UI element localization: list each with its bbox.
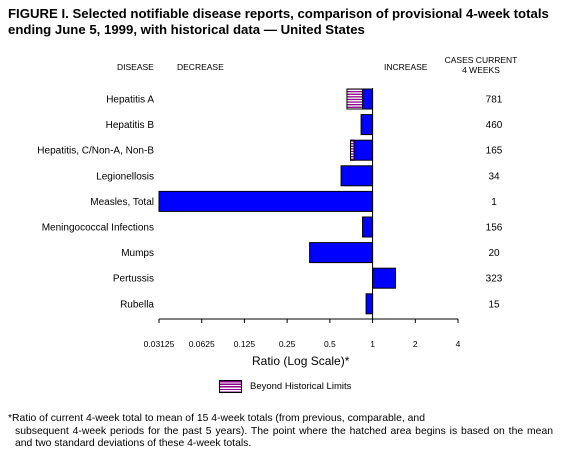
legend: Beyond Historical Limits <box>219 379 351 393</box>
bar-meningococcal-infections <box>362 216 374 238</box>
category-label: Hepatitis A <box>106 95 154 106</box>
category-label: Measles, Total <box>90 197 154 208</box>
legend-hatch-swatch <box>219 379 242 393</box>
hatch-hepatitis-a <box>346 88 364 110</box>
x-tick-label: 0.125 <box>234 339 256 349</box>
footnote: *Ratio of current 4-week total to mean o… <box>8 413 553 451</box>
case-count: 156 <box>486 223 503 234</box>
footnote-line2: subsequent 4-week periods for the past 5… <box>15 425 553 450</box>
hatch-hepatitis-c-non-a-non-b <box>350 139 355 161</box>
x-tick-label: 2 <box>413 339 418 349</box>
figure-title: FIGURE I. Selected notifiable disease re… <box>8 6 553 38</box>
x-tick-label: 0.03125 <box>144 339 175 349</box>
category-label: Mumps <box>121 248 154 259</box>
figure-title-line1: FIGURE I. Selected notifiable disease re… <box>8 6 549 21</box>
increase-header: INCREASE <box>384 62 428 72</box>
bar-hepatitis-b <box>360 114 374 136</box>
figure-title-line2: ending June 5, 1999, with historical dat… <box>8 22 365 37</box>
case-count: 15 <box>488 299 500 310</box>
x-tick-label: 1 <box>370 339 375 349</box>
category-label: Hepatitis, C/Non-A, Non-B <box>37 146 154 157</box>
bar-legionellosis <box>340 165 374 187</box>
cases-column-header: CASES CURRENT 4 WEEKS <box>436 55 526 75</box>
bar-rubella <box>365 293 374 315</box>
case-count: 1 <box>491 197 497 208</box>
x-axis-title: Ratio (Log Scale)* <box>252 354 350 368</box>
category-label: Rubella <box>120 299 154 310</box>
case-count: 20 <box>488 248 500 259</box>
x-tick-label: 0.5 <box>324 339 336 349</box>
x-tick-label: 4 <box>456 339 461 349</box>
cases-header-line1: CASES CURRENT <box>444 55 518 65</box>
case-count: 460 <box>486 120 503 131</box>
footnote-line1: *Ratio of current 4-week total to mean o… <box>8 413 425 424</box>
category-label: Legionellosis <box>96 171 154 182</box>
case-count: 323 <box>486 274 503 285</box>
category-label: Pertussis <box>113 274 154 285</box>
cases-header-line2: 4 WEEKS <box>462 65 500 75</box>
decrease-header: DECREASE <box>177 62 224 72</box>
bar-mumps <box>309 242 374 264</box>
legend-label: Beyond Historical Limits <box>250 380 352 392</box>
category-label: Hepatitis B <box>106 120 155 131</box>
x-tick-label: 0.0625 <box>189 339 215 349</box>
bar-measles-total <box>158 190 374 212</box>
case-count: 781 <box>486 95 503 106</box>
case-count: 165 <box>486 146 503 157</box>
x-tick-label: 0.25 <box>279 339 296 349</box>
disease-column-header: DISEASE <box>117 62 154 72</box>
bar-pertussis <box>372 267 396 289</box>
case-count: 34 <box>488 171 500 182</box>
category-label: Meningococcal Infections <box>42 223 154 234</box>
